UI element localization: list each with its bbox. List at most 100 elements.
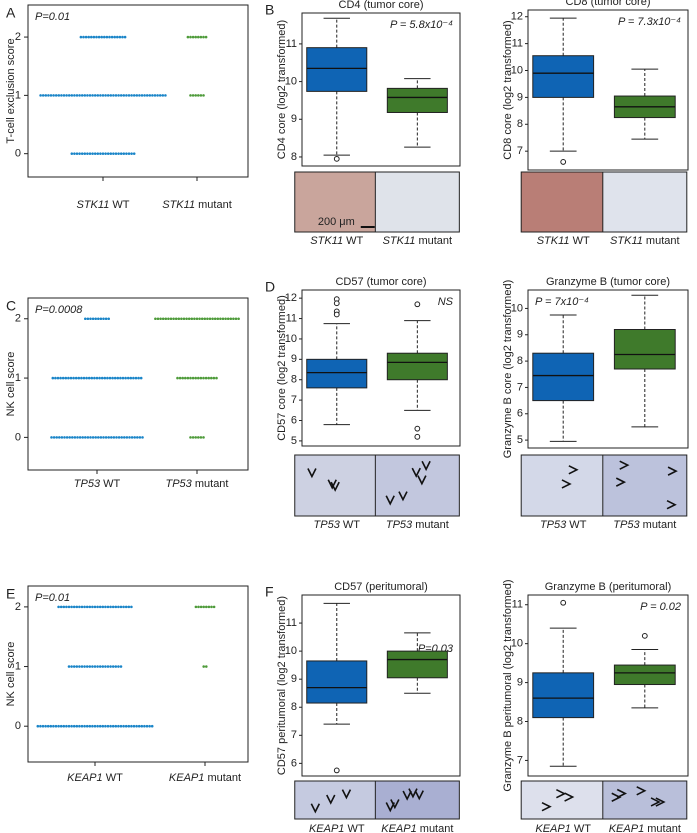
dot [75, 94, 79, 97]
gene-name: KEAP1 [381, 823, 416, 833]
status: mutant [644, 823, 681, 833]
dot [212, 605, 216, 609]
dot [210, 605, 213, 609]
dot [91, 317, 95, 321]
gene-name: TP53 [74, 478, 101, 490]
dot [198, 317, 201, 321]
dot [81, 436, 84, 439]
status: mutant [195, 199, 232, 211]
y-axis-label: Granzyme B peritumoral (log2 transformed… [502, 579, 514, 791]
scale-bar-label: 200 μm [318, 216, 355, 228]
dot [119, 724, 123, 728]
dot [78, 605, 81, 609]
dot [90, 35, 93, 39]
outlier [641, 632, 648, 639]
dot [75, 665, 79, 668]
y-tick-label: 9 [517, 91, 523, 103]
dot [60, 94, 63, 97]
dot [50, 436, 53, 439]
dot [117, 605, 120, 609]
ihc-image [520, 454, 606, 517]
dot-row [36, 724, 154, 728]
y-axis-label: NK cell score [5, 352, 17, 417]
plot-frame [527, 9, 689, 171]
arrowhead [650, 797, 661, 807]
box [306, 358, 368, 389]
dot [44, 94, 48, 97]
dot [114, 94, 118, 97]
box [532, 55, 595, 98]
arrowhead [615, 477, 627, 487]
arrowhead [385, 495, 395, 506]
dot [112, 94, 115, 97]
y-tick-label: 10 [285, 75, 297, 87]
dot [139, 376, 143, 380]
dot [202, 436, 205, 439]
status: mutant [417, 823, 454, 833]
dot [109, 665, 112, 668]
dot [82, 376, 86, 380]
dot [80, 94, 84, 97]
dot [80, 152, 84, 155]
dot [109, 94, 113, 97]
y-tick-label: 10 [511, 638, 523, 650]
dot [114, 724, 118, 728]
dot [135, 94, 139, 97]
dot [127, 724, 131, 728]
dot [80, 665, 84, 668]
arrowhead [327, 479, 337, 490]
dot [60, 436, 64, 439]
y-tick-label: 10 [511, 64, 523, 76]
y-tick-label: 9 [291, 353, 297, 365]
dot [65, 724, 68, 728]
dot-row [57, 605, 133, 609]
box [306, 47, 368, 92]
gene-name: KEAP1 [535, 823, 570, 833]
dot [212, 376, 216, 380]
x-tick-label: STK11 WT [77, 199, 130, 211]
dot-row [154, 317, 240, 321]
arrowhead [398, 491, 408, 502]
dot [151, 94, 154, 97]
dot [197, 376, 200, 380]
dot [194, 376, 197, 380]
y-tick-label: 2 [15, 31, 21, 43]
arrowhead [417, 475, 427, 486]
dot [85, 724, 89, 728]
dot [237, 317, 240, 321]
dot [141, 436, 144, 439]
dot [62, 724, 66, 728]
dot [138, 94, 141, 97]
dot [224, 317, 227, 321]
dot [197, 605, 200, 609]
dot [127, 152, 131, 155]
dot [197, 436, 200, 439]
dot [101, 724, 105, 728]
dot [59, 605, 63, 609]
dot [204, 35, 208, 39]
dot-row [194, 605, 216, 609]
dot [101, 94, 105, 97]
dot [127, 94, 131, 97]
dot [122, 152, 126, 155]
y-tick-label: 8 [517, 355, 523, 367]
arrowhead [619, 460, 630, 470]
annotation: P=0.01 [35, 592, 70, 604]
dot [49, 94, 53, 97]
dot [221, 317, 225, 321]
dot [156, 94, 159, 97]
dot [93, 665, 97, 668]
plot-frame [27, 585, 249, 763]
dot [75, 152, 79, 155]
dot [99, 317, 103, 321]
dot [80, 605, 84, 609]
dot-row [70, 152, 136, 155]
dot [104, 94, 107, 97]
dot [72, 605, 76, 609]
dot [85, 605, 89, 609]
dot-row [84, 317, 110, 321]
dot [97, 436, 100, 439]
dot [41, 94, 45, 97]
gene-name: STK11 [162, 199, 195, 211]
arrowhead [390, 799, 400, 810]
